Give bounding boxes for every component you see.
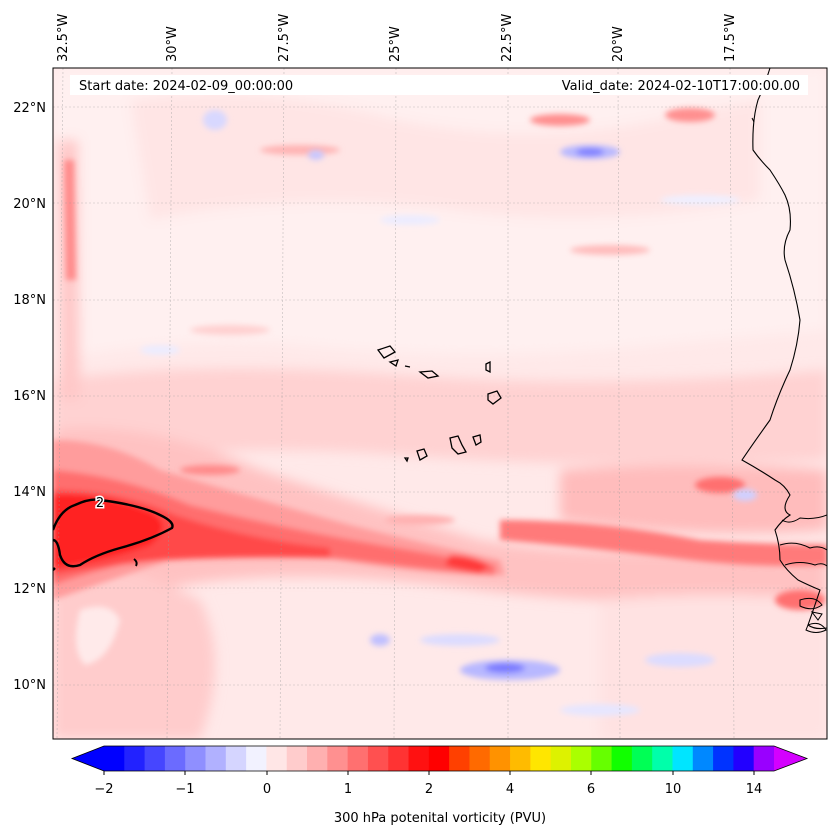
lon-label-20w: 20°W (611, 26, 626, 62)
colorbar-bin (550, 746, 572, 771)
colorbar-bin (692, 746, 714, 771)
colorbar-bin (164, 746, 186, 771)
colorbar-bin (570, 746, 592, 771)
cb-tick-label: 2 (425, 782, 433, 797)
colorbar-bin (510, 746, 531, 771)
colorbar-bin (469, 746, 491, 771)
colorbar-extend-low (72, 746, 104, 771)
cape-verde-islands (376, 345, 502, 463)
colorbar-bin (327, 746, 349, 771)
colorbar-bin (246, 746, 267, 771)
cb-tick-label: 0 (263, 782, 271, 797)
pv-field-smooth (53, 68, 827, 739)
graticule (53, 68, 827, 739)
pv-jet-band (53, 160, 827, 665)
colorbar-bin (713, 746, 734, 771)
colorbar-bin (611, 746, 633, 771)
colorbar-bin (367, 746, 389, 771)
cb-tick-label: 14 (746, 782, 763, 797)
colorbar-bin (449, 746, 470, 771)
lon-label-17-5w: 17.5°W (723, 14, 738, 62)
colorbar-bin (144, 746, 166, 771)
start-date: Start date: 2024-02-09_00:00:00 (79, 79, 293, 94)
colorbar-bin (733, 746, 755, 771)
pv-negative-patches (140, 110, 757, 716)
cb-tick-label: 4 (506, 782, 514, 797)
lat-label-14n: 14°N (13, 485, 46, 500)
lat-label-18n: 18°N (13, 293, 46, 308)
colorbar-bin (286, 746, 308, 771)
colorbar-bin (225, 746, 247, 771)
colorbar-bin (388, 746, 410, 771)
colorbar-bin (489, 746, 511, 771)
cb-tick-label: −2 (94, 782, 113, 797)
lon-label-22-5w: 22.5°W (500, 14, 515, 62)
colorbar-extend-high (774, 746, 807, 771)
colorbar-bin (652, 746, 673, 771)
lon-label-32-5w: 32.5°W (56, 14, 71, 62)
colorbar-bin (428, 746, 450, 771)
colorbar-bin (672, 746, 694, 771)
lat-label-16n: 16°N (13, 389, 46, 404)
colorbar-bin (266, 746, 288, 771)
colorbar (70, 745, 809, 775)
cb-tick-label: 10 (665, 782, 682, 797)
colorbar-bin (408, 746, 430, 771)
lat-label-22n: 22°N (13, 101, 46, 116)
lat-label-10n: 10°N (13, 678, 46, 693)
colorbar-bin (104, 746, 125, 771)
lat-label-12n: 12°N (13, 582, 46, 597)
cb-tick-label: 6 (587, 782, 595, 797)
lon-label-25w: 25°W (388, 26, 403, 62)
pv-field (53, 68, 827, 739)
contour-label: 2 (96, 496, 104, 511)
colorbar-bin (347, 746, 369, 771)
cb-tick-label: 1 (344, 782, 352, 797)
colorbar-bin (591, 746, 613, 771)
header-bar (70, 75, 808, 95)
valid-date: Valid_date: 2024-02-10T17:00:00.00 (562, 79, 800, 94)
lon-label-27-5w: 27.5°W (277, 14, 292, 62)
africa-coastline (741, 68, 827, 630)
colorbar-bin (205, 746, 227, 771)
cb-tick-label: −1 (175, 782, 194, 797)
colorbar-bin (753, 746, 775, 771)
map-frame (52, 67, 828, 740)
lat-label-20n: 20°N (13, 197, 46, 212)
colorbar-label: 300 hPa potenital vorticity (PVU) (334, 811, 546, 826)
colorbar-bin (185, 746, 207, 771)
colorbar-bin (124, 746, 146, 771)
colorbar-bin (530, 746, 552, 771)
colorbar-bin (307, 746, 328, 771)
lon-label-30w: 30°W (165, 26, 180, 62)
colorbar-bin (631, 746, 653, 771)
